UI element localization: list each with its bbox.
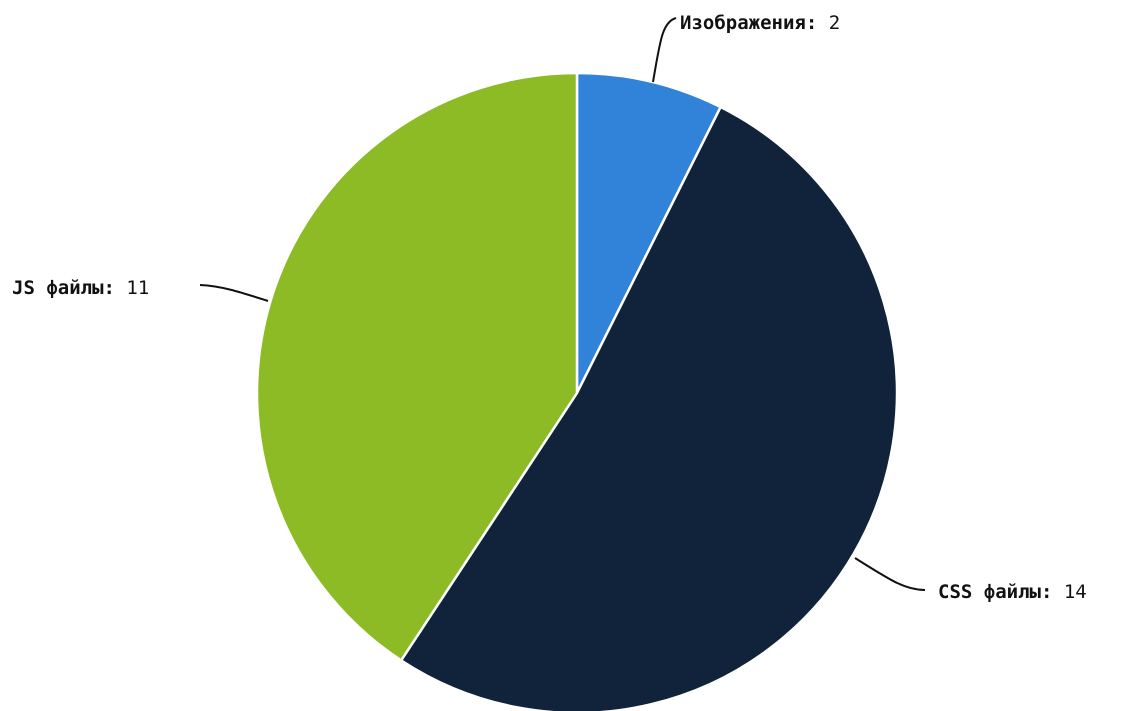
slice-label-1: Изображения: 2 <box>680 12 840 34</box>
slice-label-2: CSS файлы: 14 <box>938 581 1087 603</box>
slice-label-name: JS файлы: <box>12 277 115 299</box>
leader-lines <box>199 17 926 591</box>
slice-labels: Изображения: 2 CSS файлы: 14 JS файлы: 11 <box>12 12 1087 603</box>
slice-label-value: 2 <box>817 12 840 34</box>
slice-label-3: JS файлы: 11 <box>12 277 149 299</box>
pie-slice-2 <box>399 105 899 711</box>
leader-line-2 <box>854 557 926 591</box>
leader-line-3 <box>199 284 269 302</box>
slice-label-value: 11 <box>115 277 149 299</box>
pie-slices <box>255 71 899 711</box>
slice-label-value: 14 <box>1052 581 1086 603</box>
slice-label-name: Изображения: <box>680 12 817 34</box>
slice-label-name: CSS файлы: <box>938 581 1052 603</box>
pie-slice-1 <box>575 71 722 395</box>
leader-line-1 <box>652 17 677 83</box>
pie-slice-3 <box>255 71 579 662</box>
